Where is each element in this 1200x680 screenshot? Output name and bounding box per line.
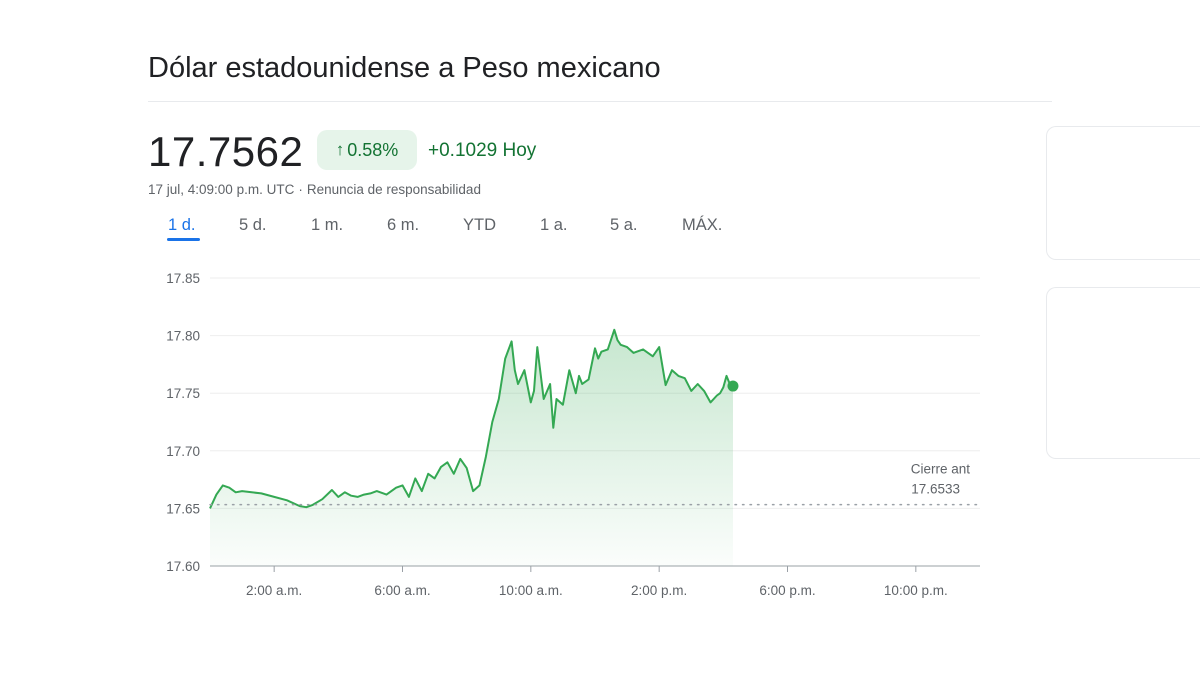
title-divider — [148, 101, 1052, 102]
series-line-usd-mxn — [209, 328, 734, 509]
x-tick-label: 6:00 a.m. — [374, 583, 430, 598]
side-card-bottom — [1046, 287, 1200, 459]
x-axis: 2:00 a.m. 6:00 a.m. 10:00 a.m. 2:00 p.m. 6:0… — [210, 565, 980, 598]
timestamp-line: 17 jul, 4:09:00 p.m. UTC · Renuncia de res… — [148, 182, 481, 197]
current-price: 17.7562 — [148, 128, 304, 175]
y-tick-label: 17.85 — [166, 271, 200, 286]
percent-change-badge: ↑ 0.58% — [317, 130, 417, 170]
series-area-fill — [210, 329, 733, 566]
tab-6m[interactable]: 6 m. — [387, 216, 420, 234]
arrow-up-icon: ↑ — [335, 140, 345, 159]
tab-1m[interactable]: 1 m. — [311, 216, 344, 234]
percent-change-value: 0.58% — [347, 139, 399, 160]
side-card-top — [1046, 126, 1200, 260]
y-tick-label: 17.70 — [166, 444, 200, 459]
x-tick-label: 6:00 p.m. — [759, 583, 815, 598]
y-axis-labels: 17.60 17.65 17.70 17.75 17.80 17.85 — [166, 271, 200, 574]
tab-max[interactable]: MÁX. — [682, 216, 723, 234]
y-tick-label: 17.75 — [166, 386, 200, 401]
y-tick-label: 17.65 — [166, 501, 200, 516]
previous-close-label: Cierre ant — [911, 462, 971, 477]
current-value-point[interactable] — [727, 380, 739, 392]
x-tick-label: 2:00 p.m. — [631, 583, 687, 598]
tab-1d[interactable]: 1 d. — [168, 216, 196, 234]
previous-close-value: 17.6533 — [911, 482, 960, 497]
series-layer — [209, 328, 739, 566]
x-tick-label: 2:00 a.m. — [246, 583, 302, 598]
separator: · — [298, 182, 303, 197]
previous-close-layer: Cierre ant 17.6533 — [209, 462, 981, 506]
disclaimer-link[interactable]: Renuncia de responsabilidad — [306, 182, 481, 197]
absolute-change: +0.1029 Hoy — [428, 140, 537, 161]
x-tick-label: 10:00 p.m. — [884, 583, 948, 598]
range-tabs: 1 d. 5 d. 1 m. 6 m. YTD 1 a. 5 a. MÁX. — [148, 216, 768, 246]
active-tab-indicator — [167, 238, 200, 241]
x-tick-label: 10:00 a.m. — [499, 583, 563, 598]
tab-ytd[interactable]: YTD — [463, 216, 496, 234]
timestamp: 17 jul, 4:09:00 p.m. UTC — [148, 182, 295, 197]
tab-5y[interactable]: 5 a. — [610, 216, 638, 234]
y-tick-label: 17.80 — [166, 329, 200, 344]
y-tick-label: 17.60 — [166, 559, 200, 574]
page-title: Dólar estadounidense a Peso mexicano — [148, 52, 661, 84]
tab-5d[interactable]: 5 d. — [239, 216, 267, 234]
tab-1y[interactable]: 1 a. — [540, 216, 568, 234]
